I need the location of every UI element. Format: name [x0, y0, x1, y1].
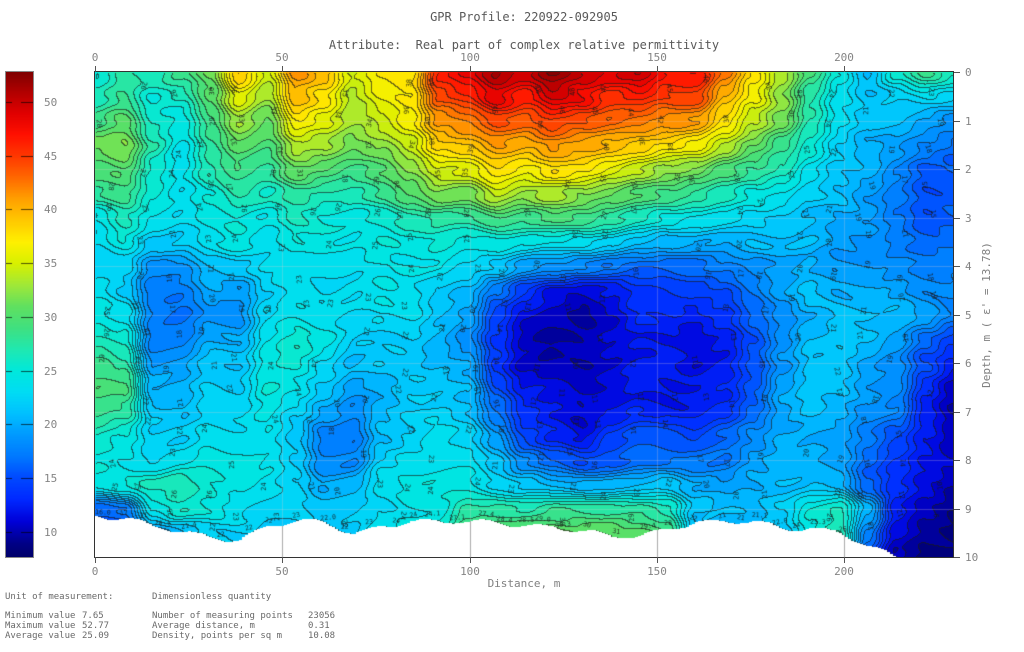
depth-axis-tick-label: 2	[965, 163, 972, 176]
depth-axis-tick-label: 5	[965, 309, 972, 322]
colorbar-gradient	[6, 72, 33, 557]
distance-value: 0.31	[308, 621, 330, 631]
x-axis-tick-bottom	[657, 557, 658, 563]
depth-axis-tick	[954, 557, 960, 558]
unit-label: Unit of measurement:	[5, 592, 114, 602]
depth-axis-tick	[954, 266, 960, 267]
colorbar-tick-label: 35	[44, 257, 58, 270]
colorbar-tick-label: 40	[44, 203, 58, 216]
colorbar-tick-label: 30	[44, 311, 58, 324]
x-axis-label: Distance, m	[487, 577, 561, 590]
points-value: 23056	[308, 611, 336, 621]
max-value: 52.77	[82, 621, 110, 631]
colorbar-tick-label: 45	[44, 150, 58, 163]
y-axis-label: Depth, m ( ε' = 13.78)	[980, 242, 993, 388]
depth-axis-tick-label: 4	[965, 260, 972, 273]
colorbar-tick-label: 20	[44, 418, 58, 431]
max-label: Maximum value	[5, 621, 76, 631]
depth-axis-tick	[954, 121, 960, 122]
density-label: Density, points per sq m	[152, 631, 283, 641]
x-axis-tick-label-bottom: 50	[275, 565, 289, 578]
x-axis-tick-label-top: 150	[647, 51, 667, 64]
colorbar-tick-label: 10	[44, 526, 58, 539]
depth-axis-tick-label: 8	[965, 454, 972, 467]
colorbar-tick-label: 50	[44, 96, 58, 109]
depth-axis-tick-label: 3	[965, 212, 972, 225]
depth-axis-tick	[954, 363, 960, 364]
x-axis-tick-label-bottom: 150	[647, 565, 667, 578]
x-axis-tick-top	[657, 66, 658, 72]
depth-axis-tick-label: 10	[965, 551, 979, 564]
depth-axis-tick	[954, 72, 960, 73]
min-label: Minimum value	[5, 611, 76, 621]
depth-axis-tick	[954, 169, 960, 170]
x-axis-tick-bottom	[282, 557, 283, 563]
x-axis-tick-label-top: 0	[91, 51, 99, 64]
x-axis-tick-bottom	[844, 557, 845, 563]
page-title: GPR Profile: 220922-092905	[430, 10, 618, 24]
depth-axis-tick	[954, 412, 960, 413]
depth-axis-tick-label: 1	[965, 115, 972, 128]
colorbar-tick-label: 25	[44, 365, 58, 378]
x-axis-tick-bottom	[470, 557, 471, 563]
x-axis-tick-label-top: 200	[834, 51, 854, 64]
x-axis-tick-top	[95, 66, 96, 72]
x-axis-tick-bottom	[95, 557, 96, 563]
unit-value: Dimensionless quantity	[152, 592, 272, 602]
distance-label: Average distance, m	[152, 621, 255, 631]
depth-axis-tick-label: 9	[965, 503, 972, 516]
x-axis-tick-top	[282, 66, 283, 72]
attribute-subtitle: Attribute: Real part of complex relative…	[328, 38, 720, 52]
avg-label: Average value	[5, 631, 76, 641]
depth-axis-tick	[954, 218, 960, 219]
density-value: 10.08	[308, 631, 336, 641]
x-axis-tick-label-top: 100	[460, 51, 480, 64]
depth-axis-tick-label: 0	[965, 66, 972, 79]
depth-axis-tick	[954, 315, 960, 316]
x-axis-tick-label-bottom: 0	[91, 565, 99, 578]
plot-frame	[94, 71, 954, 558]
points-label: Number of measuring points	[152, 611, 293, 621]
x-axis-tick-label-bottom: 100	[460, 565, 480, 578]
depth-axis-tick	[954, 509, 960, 510]
avg-value: 25.09	[82, 631, 110, 641]
x-axis-tick-label-bottom: 200	[834, 565, 854, 578]
x-axis-tick-label-top: 50	[275, 51, 289, 64]
depth-axis-tick-label: 6	[965, 357, 972, 370]
contour-plot-canvas	[95, 72, 953, 557]
colorbar-tick-label: 15	[44, 472, 58, 485]
min-value: 7.65	[82, 611, 104, 621]
depth-axis-tick	[954, 460, 960, 461]
x-axis-tick-top	[470, 66, 471, 72]
x-axis-tick-top	[844, 66, 845, 72]
colorbar-frame	[5, 71, 34, 558]
depth-axis-tick-label: 7	[965, 406, 972, 419]
